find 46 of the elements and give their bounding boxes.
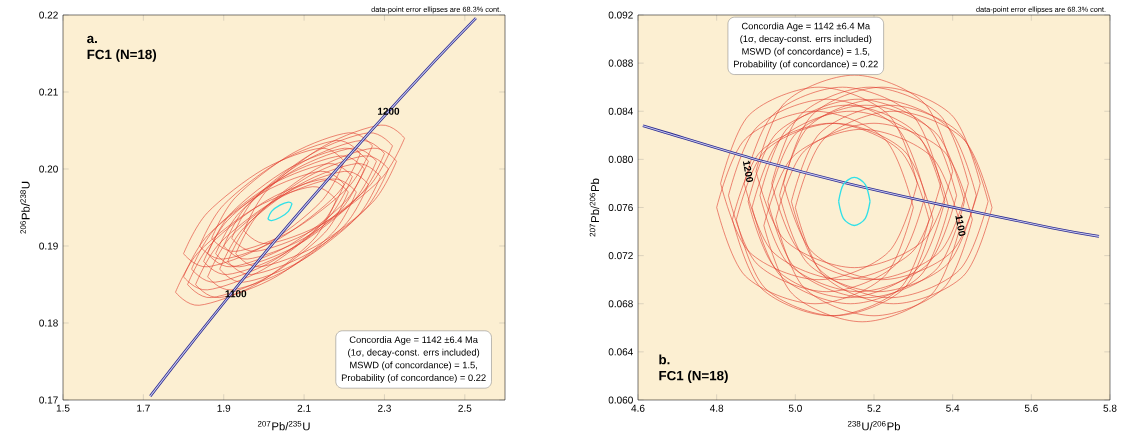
y-tick-label: 0.20 (39, 165, 58, 173)
y-tick-label: 0.072 (608, 252, 633, 260)
y-tick-label: 0.068 (608, 300, 633, 308)
y-tick-label: 0.17 (39, 396, 58, 404)
y-tick-label: 0.092 (608, 11, 633, 19)
x-tick-label: 1.7 (137, 404, 150, 412)
annotation: (1σ, decay-const. errs included) (348, 348, 480, 358)
y-tick-label: 0.088 (608, 59, 633, 67)
x-tick-label: 1.5 (56, 404, 70, 412)
annotation: Concordia Age = 1142 ±6.4 Ma (741, 22, 871, 32)
annotation: FC1 (N=18) (87, 49, 157, 62)
y-tick-label: 0.19 (39, 242, 58, 250)
x-tick-label: 5.0 (788, 404, 802, 412)
annotation: (1σ, decay-const. errs included) (740, 35, 872, 44)
x-tick-label: 2.3 (378, 404, 391, 412)
x-tick-label: 4.8 (709, 404, 724, 412)
annotation: 1200 (742, 160, 754, 183)
annotation: FC1 (N=18) (659, 370, 728, 383)
x-tick-label: 2.5 (458, 404, 472, 412)
y-tick-label: 0.064 (608, 348, 633, 356)
y-tick-label: 0.076 (608, 203, 633, 212)
y-tick-label: 0.21 (39, 88, 58, 96)
annotation: MSWD (of concordance) = 1.5, (742, 47, 870, 57)
annotation: Probability (of concordance) = 0.22 (341, 374, 486, 383)
x-tick-label: 2.1 (297, 404, 311, 412)
annotation: Probability (of concordance) = 0.22 (734, 60, 878, 70)
annotation: Concordia Age = 1142 ±6.4 Ma (349, 336, 478, 345)
x-axis-title: $^{207}$Pb/$^{235}$U (257, 420, 310, 431)
annotation: a. (87, 35, 97, 44)
y-axis-title: $^{207}$Pb/$^{206}$Pb (589, 178, 600, 237)
x-tick-label: 5.6 (1024, 404, 1038, 412)
x-axis-title: $^{238}$U/$^{206}$Pb (847, 420, 901, 431)
x-tick-label: 1.9 (217, 404, 231, 412)
y-tick-label: 0.18 (39, 319, 58, 327)
y-tick-label: 0.080 (608, 155, 633, 163)
y-axis-title: $^{206}$Pb/$^{238}$U (20, 181, 30, 234)
annotation: 1100 (955, 215, 966, 236)
y-tick-label: 0.084 (608, 107, 633, 115)
annotation: b. (659, 354, 670, 365)
x-tick-label: 5.2 (867, 404, 881, 412)
x-tick-label: 4.6 (631, 404, 645, 412)
x-tick-label: 5.4 (946, 404, 960, 412)
y-tick-label: 0.060 (608, 396, 633, 404)
x-tick-label: 5.8 (1103, 404, 1117, 412)
annotation: MSWD (of concordance) = 1.5, (350, 361, 477, 371)
y-tick-label: 0.22 (39, 11, 58, 19)
